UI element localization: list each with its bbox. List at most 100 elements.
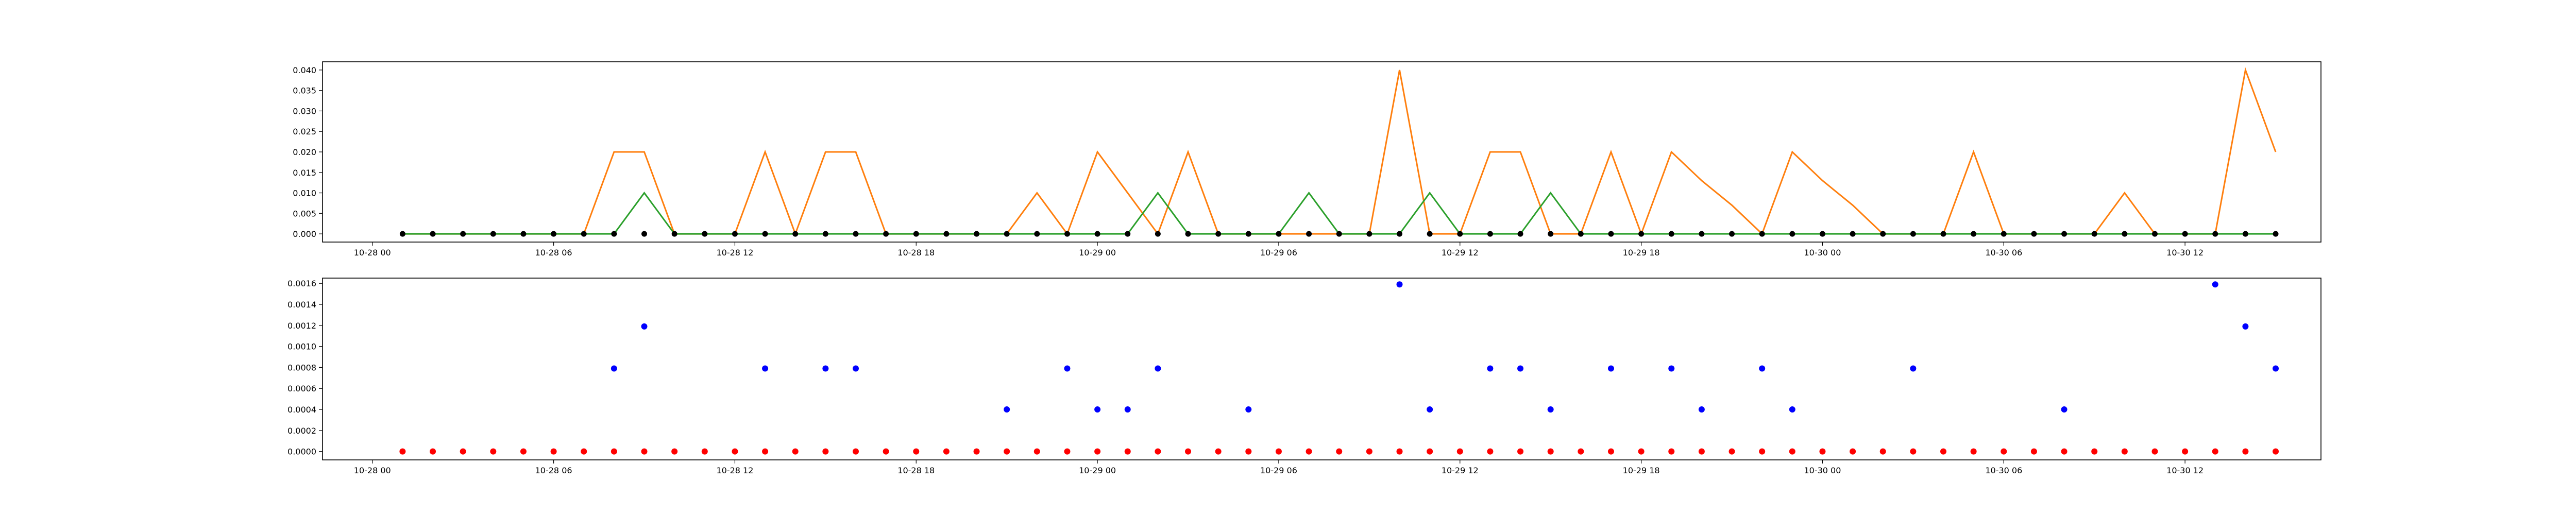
data-point xyxy=(1094,231,1100,237)
data-point xyxy=(1245,448,1252,455)
data-point xyxy=(2182,448,2189,455)
data-point xyxy=(641,448,648,455)
data-point xyxy=(762,365,769,372)
x-tick-label: 10-28 12 xyxy=(716,466,753,475)
data-point xyxy=(1215,448,1222,455)
data-point xyxy=(913,231,919,237)
data-point xyxy=(1940,231,1946,237)
data-point xyxy=(1397,231,1402,237)
data-point xyxy=(581,448,587,455)
data-point xyxy=(1124,448,1131,455)
data-point xyxy=(1064,448,1071,455)
data-point xyxy=(1064,365,1071,372)
data-point xyxy=(701,448,708,455)
data-point xyxy=(1396,448,1403,455)
data-point xyxy=(1970,448,1977,455)
data-point xyxy=(913,448,920,455)
data-point xyxy=(2061,448,2067,455)
data-point xyxy=(852,365,859,372)
data-point xyxy=(1910,365,1917,372)
data-point xyxy=(1819,448,1826,455)
x-tick-label: 10-30 00 xyxy=(1804,466,1841,475)
top-line-chart: 10-28 00 10-28 06 10-28 12 10-28 18 10-29 00… xyxy=(293,61,2321,258)
data-point xyxy=(853,231,859,237)
data-point xyxy=(2212,281,2218,288)
x-tick-label: 10-29 00 xyxy=(1079,466,1116,475)
data-point xyxy=(702,231,708,237)
data-point xyxy=(1879,448,1886,455)
data-point xyxy=(611,231,617,237)
data-point xyxy=(2151,448,2158,455)
data-point xyxy=(1759,365,1766,372)
data-point xyxy=(581,231,587,237)
data-point xyxy=(1124,406,1131,413)
x-tick-label: 10-29 12 xyxy=(1442,248,1479,258)
data-point xyxy=(1336,231,1342,237)
x-tick-label: 10-28 00 xyxy=(354,248,391,258)
data-point xyxy=(822,365,829,372)
data-point xyxy=(2273,448,2279,455)
data-point xyxy=(399,231,405,237)
data-point xyxy=(611,448,617,455)
data-point xyxy=(883,231,889,237)
data-point xyxy=(399,448,406,455)
data-point xyxy=(2242,231,2248,237)
data-point xyxy=(550,448,557,455)
data-point xyxy=(671,448,678,455)
data-point xyxy=(1366,231,1372,237)
data-point xyxy=(1668,365,1675,372)
x-tick-label: 10-30 06 xyxy=(1985,466,2022,475)
data-point xyxy=(852,448,859,455)
y-tick-label: 0.0002 xyxy=(287,426,316,436)
y-tick-label: 0.000 xyxy=(293,229,316,239)
x-tick-label: 10-28 00 xyxy=(354,466,391,475)
data-point xyxy=(1608,231,1614,237)
data-point xyxy=(732,448,738,455)
data-point xyxy=(1850,231,1856,237)
data-point xyxy=(973,448,980,455)
data-point xyxy=(1668,231,1674,237)
data-point xyxy=(1245,231,1251,237)
x-tick-label: 10-30 00 xyxy=(1804,248,1841,258)
data-point xyxy=(1638,231,1645,237)
data-point xyxy=(1125,231,1131,237)
x-tick-label: 10-29 18 xyxy=(1623,466,1660,475)
y-tick-label: 0.010 xyxy=(293,188,316,198)
data-point xyxy=(1759,231,1765,237)
data-point xyxy=(1698,406,1705,413)
data-point xyxy=(1880,231,1886,237)
x-tick-label: 10-28 18 xyxy=(897,248,935,258)
data-point xyxy=(2031,231,2037,237)
y-tick-label: 0.0008 xyxy=(287,363,316,372)
y-tick-label: 0.0004 xyxy=(287,405,316,415)
data-point xyxy=(2061,406,2067,413)
data-point xyxy=(671,231,677,237)
data-point xyxy=(1306,448,1312,455)
x-tick-label: 10-28 06 xyxy=(535,248,572,258)
data-point xyxy=(943,448,950,455)
data-point xyxy=(2212,231,2218,237)
y-tick-label: 0.0000 xyxy=(287,447,316,457)
data-point xyxy=(1215,231,1222,237)
data-point xyxy=(1155,231,1161,237)
data-point xyxy=(2030,448,2037,455)
data-point xyxy=(1064,231,1070,237)
data-point xyxy=(1427,448,1433,455)
data-point xyxy=(974,231,980,237)
data-point xyxy=(883,448,889,455)
data-point xyxy=(1456,448,1463,455)
data-point xyxy=(1517,231,1523,237)
data-point xyxy=(1306,231,1312,237)
data-point xyxy=(551,231,557,237)
data-point xyxy=(1094,406,1101,413)
data-point xyxy=(2091,231,2097,237)
x-tick-label: 10-30 06 xyxy=(1985,248,2022,258)
x-tick-label: 10-28 06 xyxy=(535,466,572,475)
data-point xyxy=(1427,231,1433,237)
data-point xyxy=(460,231,466,237)
data-point xyxy=(2061,231,2067,237)
data-point xyxy=(1004,448,1010,455)
data-point xyxy=(641,323,648,330)
data-point xyxy=(2242,323,2249,330)
